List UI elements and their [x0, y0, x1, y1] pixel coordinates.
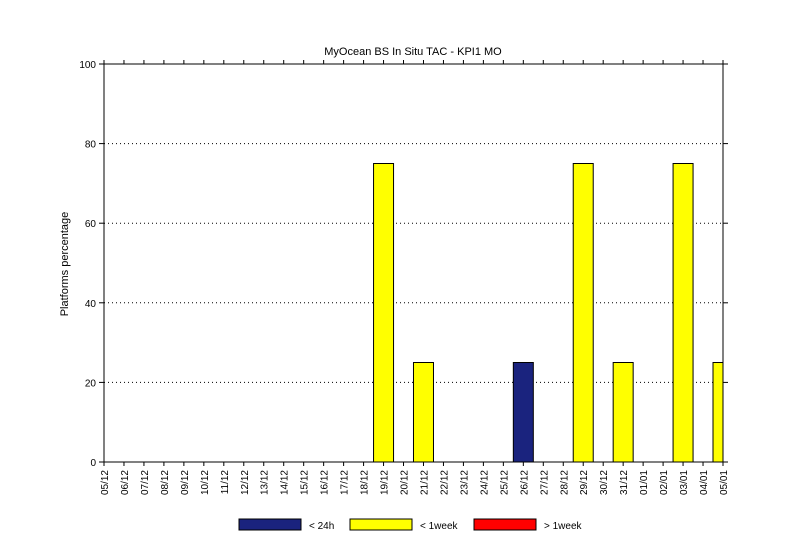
grid-lines	[104, 143, 723, 383]
x-tick-label: 18/12	[360, 470, 371, 495]
x-tick-label: 06/12	[120, 470, 131, 495]
x-tick-label: 24/12	[479, 470, 490, 495]
bar-19-12-1week	[373, 163, 395, 463]
x-tick-label: 23/12	[459, 470, 470, 495]
x-axis: 05/12 06/12 07/12 08/12 09/12 10/12 11/12 12/12…	[100, 60, 730, 495]
x-tick-label: 14/12	[280, 470, 291, 495]
x-tick-label: 10/12	[200, 470, 211, 495]
y-tick-label: 100	[79, 60, 96, 71]
bar-29-12-1week	[572, 163, 594, 463]
x-tick-label: 04/01	[699, 470, 710, 495]
x-tick-label: 12/12	[240, 470, 251, 495]
plot-frame	[103, 63, 724, 463]
x-tick-label: 17/12	[340, 470, 351, 495]
x-tick-label: 13/12	[260, 470, 271, 495]
x-tick-label: 26/12	[519, 470, 530, 495]
x-tick-label: 30/12	[599, 470, 610, 495]
legend-swatch	[473, 518, 537, 531]
x-tick-label: 29/12	[579, 470, 590, 495]
bar-21-12-1week	[412, 362, 434, 463]
x-tick-label: 27/12	[539, 470, 550, 495]
y-tick-label: 80	[85, 140, 97, 151]
y-tick-label: 0	[90, 458, 96, 469]
x-tick-label: 05/01	[719, 470, 730, 495]
chart-title: MyOcean BS In Situ TAC - KPI1 MO	[324, 46, 502, 58]
x-tick-label: 05/12	[100, 470, 111, 495]
legend: < 24h < 1week > 1week	[238, 518, 583, 532]
x-tick-label: 25/12	[499, 470, 510, 495]
x-tick-label: 03/01	[679, 470, 690, 495]
legend-label: > 1week	[544, 521, 583, 532]
bar-05-01-1week	[712, 362, 724, 463]
x-tick-label: 20/12	[400, 470, 411, 495]
bar-03-01-1week	[672, 163, 694, 463]
legend-label: < 24h	[309, 521, 334, 532]
x-tick-label: 21/12	[419, 470, 430, 495]
bars	[373, 163, 724, 463]
y-axis-label: Platforms percentage	[59, 212, 71, 317]
x-tick-label: 08/12	[160, 470, 171, 495]
y-axis: 0 20 40 60 80 100	[79, 60, 728, 469]
x-tick-label: 09/12	[180, 470, 191, 495]
x-tick-label: 31/12	[619, 470, 630, 495]
bar-26-12-24h	[512, 362, 534, 463]
x-tick-label: 19/12	[380, 470, 391, 495]
x-tick-label: 07/12	[140, 470, 151, 495]
y-tick-label: 20	[85, 378, 97, 389]
y-tick-label: 40	[85, 299, 97, 310]
x-tick-label: 22/12	[439, 470, 450, 495]
x-tick-label: 16/12	[320, 470, 331, 495]
y-tick-label: 60	[85, 219, 97, 230]
bar-31-12-1week	[612, 362, 634, 463]
legend-swatch	[349, 518, 413, 531]
x-tick-label: 11/12	[220, 470, 231, 495]
x-tick-label: 02/01	[659, 470, 670, 495]
x-tick-label: 01/01	[639, 470, 650, 495]
x-tick-label: 15/12	[300, 470, 311, 495]
legend-swatch	[238, 518, 302, 531]
legend-label: < 1week	[420, 521, 459, 532]
x-tick-label: 28/12	[559, 470, 570, 495]
